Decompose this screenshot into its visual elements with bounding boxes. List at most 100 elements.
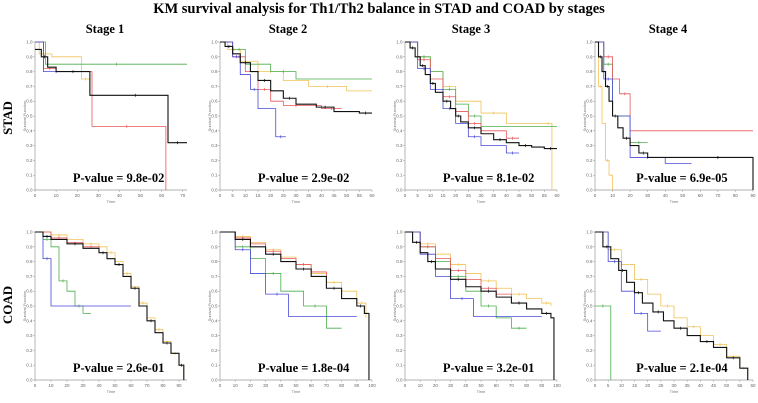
y-tick-label: 0.7 — [211, 84, 218, 89]
y-tick-label: 0.6 — [211, 99, 218, 104]
x-tick-label: 10 — [48, 383, 54, 388]
x-tick-label: 20 — [453, 193, 459, 198]
km-curve-orange — [35, 41, 91, 94]
x-tick-label: 15 — [632, 383, 638, 388]
y-tick-label: 0.1 — [26, 173, 33, 178]
y-tick-label: 0.1 — [211, 173, 218, 178]
y-tick-label: 0.0 — [26, 188, 33, 193]
x-tick-label: 30 — [96, 193, 102, 198]
x-tick-label: 60 — [159, 193, 165, 198]
p-value-label: P-value = 2.6e-01 — [73, 361, 164, 375]
x-tick-label: 20 — [75, 193, 81, 198]
stage-label-2: Stage 2 — [268, 22, 308, 36]
y-tick-label: 1.0 — [396, 230, 403, 235]
x-tick-label: 0 — [219, 383, 222, 388]
x-tick-label: 100 — [553, 383, 561, 388]
x-tick-label: 10 — [610, 193, 616, 198]
x-tick-label: 55 — [357, 193, 363, 198]
x-axis-label: Time — [670, 199, 680, 204]
x-tick-label: 70 — [180, 193, 186, 198]
x-tick-label: 30 — [263, 383, 269, 388]
x-tick-label: 45 — [711, 383, 717, 388]
x-tick-label: 35 — [685, 383, 691, 388]
x-tick-label: 30 — [645, 193, 651, 198]
x-tick-label: 60 — [554, 193, 560, 198]
y-tick-label: 0.3 — [586, 143, 593, 148]
y-tick-label: 0.0 — [211, 378, 218, 383]
x-tick-label: 30 — [478, 193, 484, 198]
y-tick-label: 0.5 — [396, 304, 403, 309]
x-tick-label: 5 — [607, 383, 610, 388]
y-tick-label: 0.7 — [26, 84, 33, 89]
km-plot: 0 10 20 30 40 50 60 70 80 90 0.0 0.1 0.2 0.3 0.4 0.5 0.6… — [582, 40, 756, 205]
x-tick-label: 10 — [233, 383, 239, 388]
km-panel-coad-stage2: 0 10 20 30 40 50 60 70 80 90 100 0.0 0.1 0.2 0.3 0.4 0.5… — [205, 226, 377, 398]
p-value-label: P-value = 1.8e-04 — [258, 361, 350, 375]
x-tick-label: 0 — [594, 383, 597, 388]
y-tick-label: 0.7 — [396, 274, 403, 279]
km-plot: 0 5 10 15 20 25 30 35 40 45 50 55 60 0.0 0.1 0.2 0.3 0.4 0… — [582, 230, 756, 395]
y-tick-label: 0.9 — [396, 244, 403, 249]
x-tick-label: 60 — [309, 383, 315, 388]
x-tick-label: 50 — [344, 193, 350, 198]
x-tick-label: 15 — [255, 193, 261, 198]
x-tick-label: 15 — [440, 193, 446, 198]
y-axis-label: Survival Function — [392, 101, 397, 132]
stage-label-4: Stage 4 — [648, 22, 688, 36]
y-tick-label: 0.4 — [396, 128, 403, 133]
km-curve-orange — [595, 231, 749, 380]
y-tick-label: 0.8 — [586, 259, 593, 264]
x-tick-label: 10 — [243, 193, 249, 198]
km-curve-orange — [595, 41, 613, 190]
km-curve-black — [220, 41, 372, 114]
p-value-label: P-value = 2.9e-02 — [258, 171, 349, 185]
x-tick-label: 80 — [524, 383, 530, 388]
y-tick-label: 0.2 — [586, 348, 593, 353]
y-tick-label: 1.0 — [586, 230, 593, 235]
y-tick-label: 0.0 — [211, 188, 218, 193]
row-label-stad: STAD — [0, 101, 15, 135]
y-tick-label: 0.7 — [586, 84, 593, 89]
y-tick-label: 0.8 — [26, 259, 33, 264]
x-axis-label: Time — [107, 389, 117, 394]
x-tick-label: 60 — [494, 383, 500, 388]
y-tick-label: 0.2 — [396, 158, 403, 163]
y-tick-label: 1.0 — [26, 230, 33, 235]
x-tick-label: 5 — [231, 193, 234, 198]
x-tick-label: 10 — [54, 193, 60, 198]
y-tick-label: 0.6 — [586, 99, 593, 104]
p-value-label: P-value = 3.2e-01 — [443, 361, 534, 375]
y-tick-label: 0.2 — [396, 348, 403, 353]
x-tick-label: 90 — [354, 383, 360, 388]
y-tick-label: 0.4 — [586, 128, 593, 133]
x-tick-label: 60 — [369, 193, 375, 198]
x-tick-label: 30 — [448, 383, 454, 388]
x-tick-label: 80 — [733, 193, 739, 198]
km-panel-stad-stage2: 0 5 10 15 20 25 30 35 40 45 50 55 60 0.0 0.1 0.2 0.3 0.4 0… — [205, 36, 377, 208]
x-tick-label: 55 — [542, 193, 548, 198]
km-curve-blue — [220, 41, 286, 138]
y-tick-label: 0.3 — [26, 333, 33, 338]
y-axis-label: Survival Function — [22, 291, 27, 322]
x-tick-label: 25 — [281, 193, 287, 198]
y-tick-label: 0.6 — [211, 289, 218, 294]
y-tick-label: 0.0 — [586, 188, 593, 193]
y-tick-label: 0.9 — [211, 54, 218, 59]
x-tick-label: 40 — [463, 383, 469, 388]
km-curve-red — [220, 41, 342, 109]
x-tick-label: 50 — [478, 383, 484, 388]
y-tick-label: 0.8 — [396, 259, 403, 264]
x-tick-label: 100 — [368, 383, 376, 388]
y-tick-label: 0.2 — [26, 158, 33, 163]
km-curve-black — [405, 231, 555, 380]
x-tick-label: 55 — [737, 383, 743, 388]
y-tick-label: 0.9 — [26, 244, 33, 249]
km-curve-blue — [405, 231, 542, 317]
y-tick-label: 0.5 — [586, 114, 593, 119]
y-tick-label: 0.9 — [26, 54, 33, 59]
km-plot: 0 5 10 15 20 25 30 35 40 45 50 55 60 0.0 0.1 0.2 0.3 0.4 0… — [392, 40, 560, 205]
y-tick-label: 0.8 — [26, 69, 33, 74]
km-plot: 0 10 20 30 40 50 60 70 80 90 100 0.0 0.1 0.2 0.3 0.4 0.5… — [392, 230, 561, 395]
y-tick-label: 0.1 — [586, 173, 593, 178]
y-tick-label: 0.6 — [26, 289, 33, 294]
